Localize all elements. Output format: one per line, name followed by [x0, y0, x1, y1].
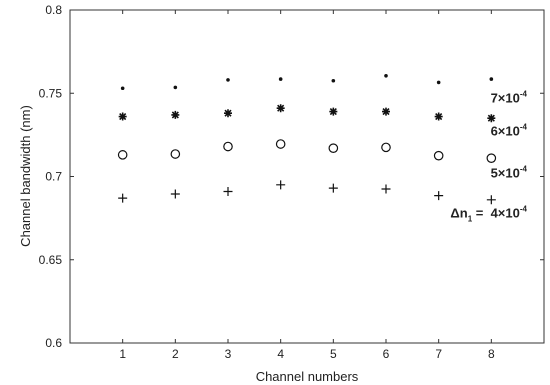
plot-area [69, 9, 545, 344]
x-axis-title: Channel numbers [256, 369, 359, 384]
data-point-asterisk [382, 107, 390, 116]
ticks-layer: 1 2 3 4 5 6 7 8 0.6 0.65 0.7 0.75 0.8 [39, 3, 544, 361]
x-tick-label: 3 [225, 347, 232, 361]
series-annotation: 5×10-4 [491, 164, 528, 180]
data-point-dot [436, 80, 441, 85]
y-axis-title: Channel bandwidth (nm) [18, 105, 33, 247]
y-tick-label: 0.7 [45, 170, 62, 184]
data-point-asterisk [487, 114, 496, 123]
x-tick-label: 6 [383, 347, 390, 361]
x-tick-label: 2 [172, 347, 179, 361]
x-tick-label: 7 [435, 347, 442, 361]
data-point-dot [120, 86, 125, 91]
data-point-asterisk [118, 112, 127, 121]
data-point-asterisk [171, 110, 180, 119]
series-annotation: 6×10-4 [491, 123, 528, 139]
y-tick-label: 0.75 [39, 86, 63, 100]
data-point-asterisk [329, 107, 338, 116]
data-point-asterisk [276, 104, 285, 113]
data-point-plus [223, 186, 233, 196]
data-point-dot [384, 73, 388, 78]
data-point-plus [276, 180, 286, 190]
data-point-circle [328, 143, 339, 153]
annotations-layer: 7×10-4 6×10-4 5×10-4 Δn1 = 4×10-4 [450, 89, 527, 223]
data-point-dot [278, 77, 283, 81]
data-point-plus [118, 193, 128, 203]
data-point-dot [173, 85, 178, 90]
data-point-circle [433, 150, 444, 161]
x-tick-label: 1 [119, 347, 126, 361]
data-point-plus [170, 189, 180, 199]
data-point-asterisk [224, 109, 232, 118]
x-tick-label: 8 [488, 347, 495, 361]
data-point-dot [226, 78, 230, 82]
data-point-asterisk [434, 112, 443, 121]
data-point-plus [328, 183, 338, 193]
data-point-circle [170, 149, 181, 159]
x-tick-label: 5 [330, 347, 337, 361]
data-point-circle [223, 141, 233, 152]
data-point-plus [434, 191, 444, 201]
series-annotation: Δn1 = 4×10-4 [450, 204, 527, 223]
data-point-circle [486, 153, 497, 163]
y-tick-label: 0.8 [45, 3, 62, 17]
marks-layer [117, 73, 497, 205]
y-tick-label: 0.6 [45, 336, 62, 350]
data-point-circle [381, 142, 391, 153]
x-tick-label: 4 [277, 347, 284, 361]
data-point-plus [381, 184, 391, 194]
series-annotation: 7×10-4 [491, 89, 528, 105]
data-point-plus [486, 195, 496, 205]
y-tick-label: 0.65 [39, 253, 63, 267]
data-point-dot [489, 77, 494, 81]
data-point-circle [275, 139, 286, 149]
data-point-dot [331, 78, 336, 83]
data-point-circle [117, 150, 128, 160]
